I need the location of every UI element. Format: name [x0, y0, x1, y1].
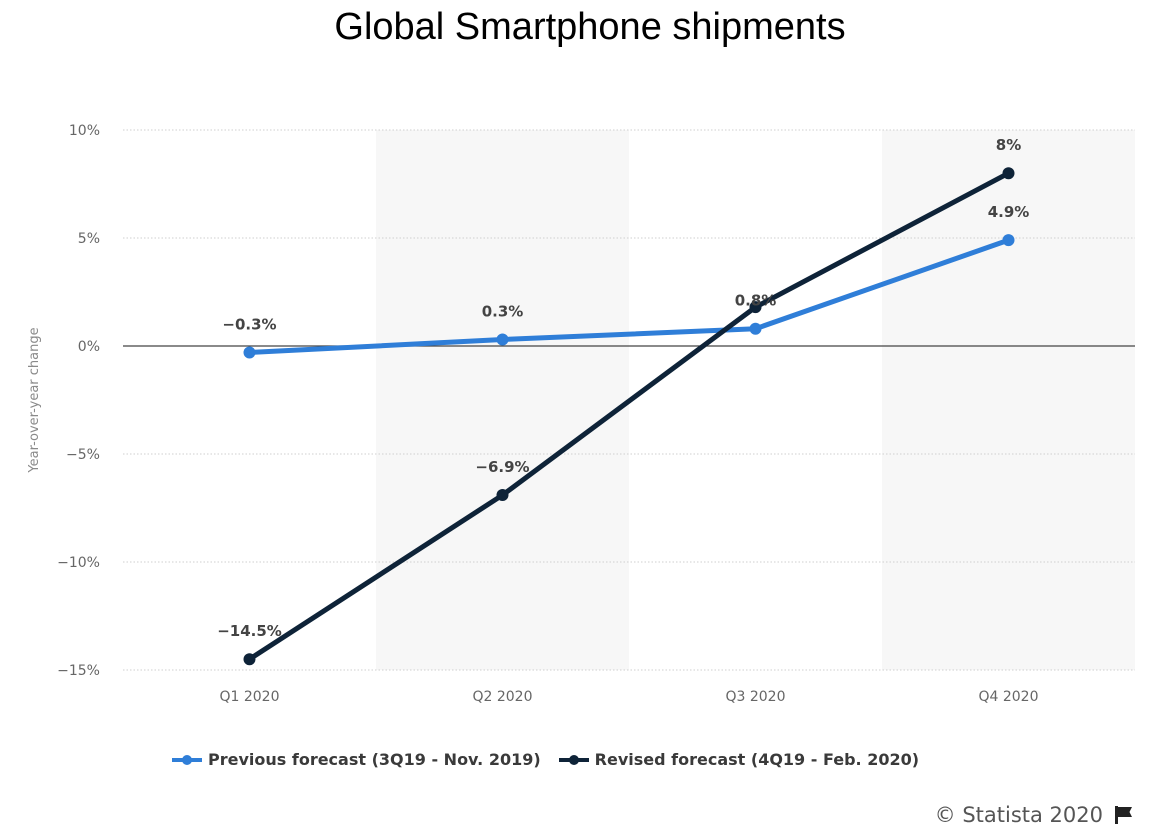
gridlines — [123, 129, 1135, 671]
series-1-point-2[interactable] — [749, 301, 762, 314]
y-axis-label: Year-over-year change — [27, 327, 42, 473]
series-0-point-0[interactable] — [243, 346, 256, 359]
series-0-point-1[interactable] — [496, 333, 509, 346]
chart-title: Global Smartphone shipments — [334, 6, 846, 48]
x-tick-label: Q2 2020 — [472, 689, 532, 705]
y-tick-label: −10% — [57, 555, 100, 571]
credit-text: © Statista 2020 — [934, 803, 1103, 827]
series-0-label-2: 0.8% — [735, 292, 777, 310]
series-0-label-3: 4.9% — [988, 203, 1030, 221]
data-labels: −0.3% 0.3% 0.8% 4.9% −14.5% −6.9% 8% — [217, 136, 1029, 640]
band-1 — [376, 130, 629, 670]
y-tick-label: 5% — [78, 231, 100, 247]
series-1-point-1[interactable] — [496, 489, 509, 502]
series-0-point-2[interactable] — [749, 322, 762, 335]
series-line-0 — [247, 237, 1011, 355]
x-tick-label: Q3 2020 — [725, 689, 785, 705]
y-axis-ticks: 10% 5% 0% −5% −10% −15% — [57, 123, 100, 679]
legend-swatch-revised — [558, 753, 589, 767]
series-1-label-0: −14.5% — [217, 622, 282, 640]
series-0-label-1: 0.3% — [482, 303, 524, 321]
series-0-point-3[interactable] — [1002, 234, 1015, 247]
statista-credit[interactable]: © Statista 2020 — [935, 803, 1133, 827]
series-1-point-0[interactable] — [243, 653, 256, 666]
legend-label-previous: Previous forecast (3Q19 - Nov. 2019) — [208, 750, 541, 769]
y-tick-label: 0% — [78, 339, 100, 355]
x-tick-label: Q4 2020 — [978, 689, 1038, 705]
series-0-label-0: −0.3% — [222, 315, 276, 333]
legend-item-revised[interactable]: Revised forecast (4Q19 - Feb. 2020) — [558, 750, 920, 769]
y-tick-label: −5% — [66, 447, 100, 463]
legend-swatch-previous — [172, 753, 202, 767]
legend-item-previous[interactable]: Previous forecast (3Q19 - Nov. 2019) — [172, 750, 541, 769]
series-line-1 — [247, 170, 1011, 662]
y-tick-label: 10% — [69, 123, 100, 139]
y-tick-label: −15% — [57, 663, 100, 679]
legend: Previous forecast (3Q19 - Nov. 2019) Rev… — [172, 750, 937, 769]
series-1-label-1: −6.9% — [475, 458, 529, 476]
x-tick-label: Q1 2020 — [219, 689, 279, 705]
series-1-label-3: 8% — [996, 136, 1021, 154]
flag-icon[interactable] — [1113, 805, 1133, 825]
legend-dot-previous — [182, 754, 192, 765]
series-layer — [243, 167, 1015, 666]
series-1-point-3[interactable] — [1002, 167, 1015, 180]
legend-dot-revised — [568, 754, 579, 765]
x-axis-ticks: Q1 2020 Q2 2020 Q3 2020 Q4 2020 — [219, 689, 1038, 705]
legend-label-revised: Revised forecast (4Q19 - Feb. 2020) — [594, 750, 920, 769]
